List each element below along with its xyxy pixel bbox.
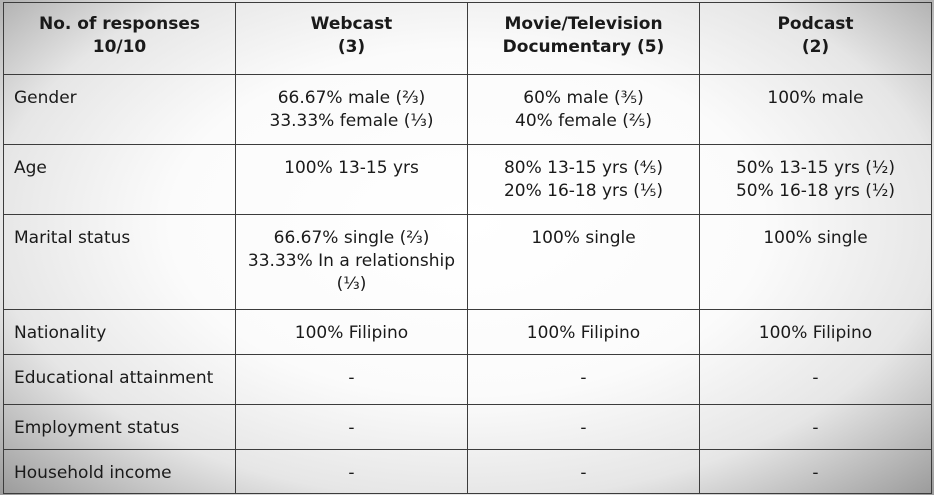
table-cell: - xyxy=(235,449,468,494)
cell-text: 66.67% single (⅔) xyxy=(273,228,430,248)
cell-text: 60% male (⅗) xyxy=(523,88,644,108)
cell-text: 33.33% In a relationship xyxy=(247,251,456,271)
cell-text: - xyxy=(580,368,587,388)
cell-text: (⅓) xyxy=(336,274,367,294)
row-label: Age xyxy=(3,144,236,215)
row-label: Employment status xyxy=(3,404,236,450)
header-row: No. of responses 10/10 Webcast (3) Movie… xyxy=(3,2,932,75)
cell-text: - xyxy=(812,368,819,388)
table-cell: - xyxy=(467,449,700,494)
cell-text: - xyxy=(812,463,819,483)
cell-text: 50% 13-15 yrs (½) xyxy=(735,158,896,178)
table-row: Marital status 66.67% single (⅔) 33.33% … xyxy=(3,214,932,310)
header-text: (2) xyxy=(801,37,830,57)
cell-text: 20% 16-18 yrs (⅕) xyxy=(503,181,664,201)
cell-text: 100% male xyxy=(767,88,864,108)
table-row: Household income - - - xyxy=(3,449,932,494)
demographics-table: No. of responses 10/10 Webcast (3) Movie… xyxy=(3,2,932,494)
cell-text: - xyxy=(348,418,355,438)
table-cell: 100% single xyxy=(699,214,932,310)
row-label: Marital status xyxy=(3,214,236,310)
header-webcast: Webcast (3) xyxy=(235,2,468,75)
table-row: Age 100% 13-15 yrs 80% 13-15 yrs (⅘) 20%… xyxy=(3,144,932,215)
table-row: Educational attainment - - - xyxy=(3,354,932,405)
header-text: Documentary (5) xyxy=(502,37,665,57)
table-cell: 66.67% male (⅔) 33.33% female (⅓) xyxy=(235,74,468,145)
cell-text: 40% female (⅖) xyxy=(515,111,652,131)
cell-text: 100% single xyxy=(531,228,636,248)
table-row: Nationality 100% Filipino 100% Filipino … xyxy=(3,309,932,355)
table-cell: - xyxy=(699,354,932,405)
header-text: Webcast xyxy=(310,14,393,34)
row-label: Educational attainment xyxy=(3,354,236,405)
table-cell: - xyxy=(699,449,932,494)
cell-text: 100% 13-15 yrs xyxy=(284,158,419,178)
cell-text: 100% Filipino xyxy=(758,323,873,343)
table-cell: 100% 13-15 yrs xyxy=(235,144,468,215)
table-cell: - xyxy=(699,404,932,450)
row-label: Nationality xyxy=(3,309,236,355)
table-cell: - xyxy=(235,354,468,405)
table-cell: 100% male xyxy=(699,74,932,145)
table-cell: - xyxy=(467,354,700,405)
cell-text: 100% Filipino xyxy=(294,323,409,343)
cell-text: 50% 16-18 yrs (½) xyxy=(735,181,896,201)
header-responses: No. of responses 10/10 xyxy=(3,2,236,75)
table-row: Gender 66.67% male (⅔) 33.33% female (⅓)… xyxy=(3,74,932,145)
header-text: 10/10 xyxy=(92,37,147,57)
table-row: Employment status - - - xyxy=(3,404,932,450)
table-cell: - xyxy=(235,404,468,450)
header-documentary: Movie/Television Documentary (5) xyxy=(467,2,700,75)
table-cell: 100% Filipino xyxy=(699,309,932,355)
row-label: Household income xyxy=(3,449,236,494)
cell-text: 66.67% male (⅔) xyxy=(277,88,426,108)
table-cell: 60% male (⅗) 40% female (⅖) xyxy=(467,74,700,145)
table-cell: 66.67% single (⅔) 33.33% In a relationsh… xyxy=(235,214,468,310)
cell-text: 80% 13-15 yrs (⅘) xyxy=(503,158,664,178)
header-text: Movie/Television xyxy=(504,14,663,34)
table-cell: 80% 13-15 yrs (⅘) 20% 16-18 yrs (⅕) xyxy=(467,144,700,215)
cell-text: 100% single xyxy=(763,228,868,248)
table-cell: 100% single xyxy=(467,214,700,310)
header-text: (3) xyxy=(337,37,366,57)
cell-text: - xyxy=(348,463,355,483)
cell-text: 33.33% female (⅓) xyxy=(269,111,434,131)
table-cell: 100% Filipino xyxy=(235,309,468,355)
table-cell: - xyxy=(467,404,700,450)
cell-text: - xyxy=(580,418,587,438)
cell-text: - xyxy=(812,418,819,438)
table-cell: 50% 13-15 yrs (½) 50% 16-18 yrs (½) xyxy=(699,144,932,215)
table-cell: 100% Filipino xyxy=(467,309,700,355)
cell-text: - xyxy=(580,463,587,483)
cell-text: - xyxy=(348,368,355,388)
header-text: Podcast xyxy=(777,14,854,34)
header-text: No. of responses xyxy=(38,14,201,34)
row-label: Gender xyxy=(3,74,236,145)
cell-text: 100% Filipino xyxy=(526,323,641,343)
header-podcast: Podcast (2) xyxy=(699,2,932,75)
